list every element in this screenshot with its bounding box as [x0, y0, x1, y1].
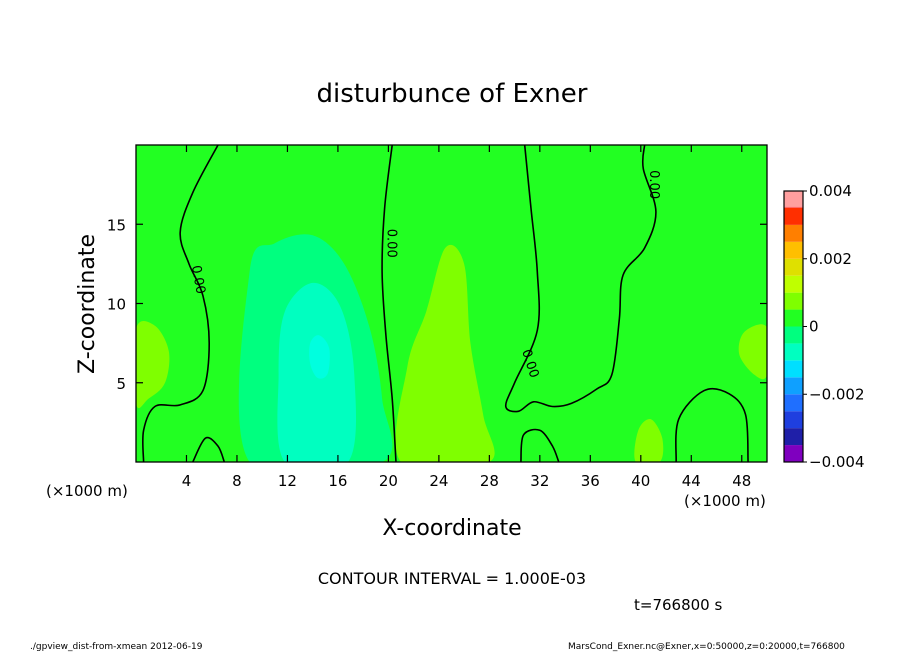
colorbar-swatch: [784, 207, 803, 225]
x-tick-label: 4: [182, 472, 192, 490]
shaded-region-6: [738, 324, 767, 380]
footer-script-label: ./gpview_dist-from-xmean 2012-06-19: [30, 642, 203, 652]
contour-label-3: 0.00: [646, 170, 661, 199]
colorbar-swatch: [784, 191, 803, 207]
contour-line-3: [504, 145, 657, 413]
colorbar-swatch: [784, 224, 803, 242]
colorbar-swatch: [784, 377, 803, 395]
x-tick-label: 24: [429, 472, 448, 490]
footer-source-label: MarsCond_Exner.nc@Exner,x=0:50000,z=0:20…: [568, 642, 845, 652]
x-axis-label: X-coordinate: [382, 516, 521, 541]
y-axis: 5 10 15: [107, 216, 767, 393]
x-tick-label: 12: [278, 472, 297, 490]
shaded-region-3: [395, 244, 495, 462]
colorbar-tick-label: −0.002: [809, 385, 865, 403]
x-tick-label: 16: [328, 472, 347, 490]
colorbar-swatch: [784, 241, 803, 259]
colorbar-tick-label: 0: [809, 318, 819, 336]
time-text: t=766800 s: [634, 596, 722, 614]
contour-line-4: [520, 428, 560, 462]
colorbar-swatch: [784, 258, 803, 276]
contour-line-2: [381, 145, 397, 462]
x-tick-label: 44: [682, 472, 701, 490]
chart-title: disturbunce of Exner: [317, 79, 588, 109]
colorbar-tick-label: 0.004: [809, 182, 852, 200]
x-tick-label: 20: [379, 472, 398, 490]
x-tick-label: 36: [581, 472, 600, 490]
plot-area: 0.000.000.000.00: [135, 144, 768, 463]
contour-label-0: 0.00: [188, 264, 208, 295]
colorbar-swatch: [784, 411, 803, 429]
z-unit-label-left: (×1000 m): [46, 482, 128, 500]
shaded-region-4: [136, 321, 170, 409]
contour-line-1: [192, 436, 226, 462]
x-unit-label-right: (×1000 m): [684, 492, 766, 510]
x-tick-label: 48: [732, 472, 751, 490]
contour-line-0: [141, 145, 219, 462]
contour-line-5: [675, 387, 749, 462]
contour-label-1: 0.00: [383, 229, 398, 258]
contour-lines: [141, 145, 749, 462]
x-tick-label: 40: [631, 472, 650, 490]
colorbar-swatch: [784, 445, 803, 462]
y-tick-label: 5: [116, 375, 126, 393]
x-tick-label: 28: [480, 472, 499, 490]
colorbar-swatch: [784, 275, 803, 293]
colorbar-swatch: [784, 428, 803, 446]
colorbar-swatch: [784, 343, 803, 361]
contour-interval-text: CONTOUR INTERVAL = 1.000E-03: [318, 569, 586, 588]
y-axis-label: Z-coordinate: [75, 234, 100, 374]
shaded-region-2: [309, 335, 330, 379]
x-axis: 4 8 12 16 20 24 28 32 36 40 44 48: [182, 145, 751, 490]
colorbar-swatch: [784, 360, 803, 378]
x-tick-label: 32: [530, 472, 549, 490]
x-tick-label: 8: [232, 472, 242, 490]
colorbar-swatch: [784, 326, 803, 344]
shaded-region-5: [634, 419, 664, 462]
colorbar-tick-label: −0.004: [809, 453, 865, 471]
y-tick-label: 10: [107, 296, 126, 314]
shaded-regions: [136, 234, 767, 462]
colorbar-swatch: [784, 292, 803, 310]
colorbar-swatch: [784, 394, 803, 412]
colorbar: 0.004 0.002 0 −0.002 −0.004: [783, 182, 865, 471]
colorbar-swatch: [784, 309, 803, 327]
y-tick-label: 15: [107, 216, 126, 234]
colorbar-tick-label: 0.002: [809, 250, 852, 268]
